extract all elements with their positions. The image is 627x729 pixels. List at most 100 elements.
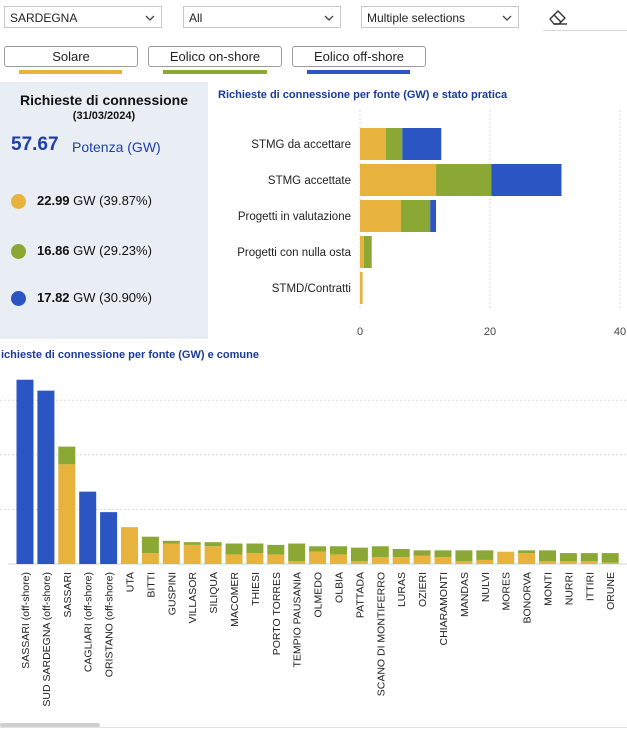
bar-onshore-progetti-con-nulla-osta[interactable]: [363, 236, 372, 268]
x-category-label: CAGLIARI (off-shore): [83, 572, 95, 672]
bar-solare-monti[interactable]: [539, 561, 556, 564]
bar-solare-olmedo[interactable]: [309, 551, 327, 564]
kpi-offshore: 17.82 GW (30.90%): [37, 290, 152, 305]
bar-solare-nulvi[interactable]: [476, 559, 494, 564]
bar-offshore-oristano-off-shore[interactable]: [100, 512, 118, 564]
x-category-label: CHIARAMONTI: [438, 572, 450, 646]
kpi-onshore-rest: GW (29.23%): [73, 243, 152, 258]
bar-offshore-cagliari-off-shore[interactable]: [79, 491, 97, 564]
bar-onshore-olbia[interactable]: [330, 546, 347, 555]
bar-onshore-bitti[interactable]: [141, 536, 159, 554]
bar-offshore-sassari-off-shore[interactable]: [16, 379, 34, 564]
bar-solare-progetti-con-nulla-osta[interactable]: [360, 236, 364, 268]
toggle-onshore-indicator: [163, 70, 267, 74]
chart-comune-title: ichieste di connessione per fonte (GW) e…: [1, 349, 259, 361]
kpi-onshore: 16.86 GW (29.23%): [37, 243, 152, 258]
bar-onshore-stmg-da-accettare[interactable]: [386, 128, 403, 160]
bar-onshore-ozieri[interactable]: [413, 550, 431, 556]
x-category-label: NULVI: [480, 572, 492, 602]
bar-solare-ozieri[interactable]: [413, 555, 431, 564]
bar-solare-mandas[interactable]: [455, 561, 473, 564]
bar-solare-stmd-contratti[interactable]: [360, 272, 363, 304]
bar-onshore-nurri[interactable]: [559, 553, 577, 562]
bar-onshore-mandas[interactable]: [455, 550, 473, 562]
bar-onshore-villasor[interactable]: [183, 542, 201, 545]
bar-onshore-monti[interactable]: [539, 550, 556, 562]
x-category-label: MACOMER: [229, 572, 241, 627]
kpi-onshore-value: 16.86: [37, 243, 70, 258]
x-category-label: MORES: [501, 572, 513, 611]
bar-solare-scano-di-montiferro[interactable]: [371, 557, 389, 564]
toggle-solare-label: Solare: [52, 49, 90, 64]
bar-onshore-tempio-pausania[interactable]: [288, 543, 306, 562]
bar-onshore-macomer[interactable]: [225, 543, 243, 555]
bar-solare-mores[interactable]: [497, 551, 515, 564]
eraser-icon[interactable]: [547, 7, 569, 27]
bar-solare-nurri[interactable]: [559, 561, 577, 564]
bar-solare-chiaramonti[interactable]: [434, 557, 452, 564]
bar-solare-villasor[interactable]: [183, 544, 201, 564]
bar-onshore-siliqua[interactable]: [204, 542, 222, 547]
chart-comune: SASSARI (off-shore) SUD SARDEGNA (off-sho…: [0, 379, 627, 707]
bar-onshore-pattada[interactable]: [350, 547, 368, 562]
bar-solare-guspini[interactable]: [162, 543, 180, 564]
bar-solare-bitti[interactable]: [141, 553, 159, 564]
bar-solare-siliqua[interactable]: [204, 546, 222, 564]
x-category-label: BITTI: [145, 572, 157, 598]
bar-solare-macomer[interactable]: [225, 554, 243, 564]
x-category-label: SUD SARDEGNA (off-shore): [41, 572, 53, 707]
bar-solare-uta[interactable]: [121, 527, 138, 564]
toggle-offshore-button[interactable]: Eolico off-shore: [292, 46, 426, 67]
kpi-date: (31/03/2024): [72, 110, 136, 122]
bar-solare-porto-torres[interactable]: [267, 554, 285, 564]
bar-onshore-progetti-in-valutazione[interactable]: [400, 200, 431, 232]
bar-onshore-guspini[interactable]: [162, 540, 180, 544]
x-category-label: ORISTANO (off-shore): [104, 572, 116, 677]
x-category-label: NURRI: [563, 572, 575, 605]
bar-onshore-scano-di-montiferro[interactable]: [371, 546, 389, 558]
x-category-label: TEMPIO PAUSANIA: [292, 572, 304, 668]
kpi-solare-rest: GW (39.87%): [73, 193, 152, 208]
bar-solare-ittiri[interactable]: [580, 561, 598, 564]
bar-onshore-stmg-accettate[interactable]: [436, 164, 492, 196]
bar-solare-stmg-da-accettare[interactable]: [360, 128, 386, 160]
x-category-label: SCANO DI MONTIFERRO: [375, 572, 387, 696]
bar-solare-orune[interactable]: [601, 562, 619, 564]
kpi-solare: 22.99 GW (39.87%): [37, 193, 152, 208]
bar-solare-tempio-pausania[interactable]: [288, 561, 306, 564]
region-filter-dropdown[interactable]: SARDEGNA: [4, 6, 162, 28]
chart-stato-title: Richieste di connessione per fonte (GW) …: [218, 89, 508, 101]
bar-onshore-orune[interactable]: [601, 553, 619, 563]
bar-onshore-olmedo[interactable]: [309, 546, 327, 552]
bar-solare-bonorva[interactable]: [518, 553, 536, 564]
bar-solare-olbia[interactable]: [330, 554, 347, 564]
second-filter-dropdown[interactable]: All: [183, 6, 341, 28]
toggle-solare-button[interactable]: Solare: [4, 46, 138, 67]
bar-onshore-porto-torres[interactable]: [267, 544, 285, 555]
bar-onshore-ittiri[interactable]: [580, 553, 598, 562]
bar-offshore-sud-sardegna-off-shore[interactable]: [37, 390, 55, 564]
bar-offshore-progetti-in-valutazione[interactable]: [430, 200, 437, 232]
bar-offshore-stmg-da-accettare[interactable]: [402, 128, 442, 160]
third-filter-dropdown[interactable]: Multiple selections: [361, 6, 519, 28]
bar-onshore-luras[interactable]: [392, 548, 410, 558]
bar-onshore-nulvi[interactable]: [476, 550, 494, 560]
bar-solare-sassari[interactable]: [58, 464, 76, 564]
x-category-label: VILLASOR: [187, 572, 199, 624]
y-category-label: Progetti con nulla osta: [237, 247, 351, 259]
bar-solare-stmg-accettate[interactable]: [360, 164, 437, 196]
toggle-onshore-button[interactable]: Eolico on-shore: [148, 46, 282, 67]
legend-dot-offshore: [11, 291, 26, 306]
bar-onshore-sassari[interactable]: [58, 446, 76, 465]
bar-onshore-chiaramonti[interactable]: [434, 550, 452, 558]
kpi-total-unit: Potenza (GW): [72, 139, 161, 155]
bottom-scrollbar[interactable]: [0, 723, 100, 727]
bar-onshore-bonorva[interactable]: [518, 550, 536, 554]
bar-onshore-thiesi[interactable]: [246, 543, 264, 554]
bar-solare-luras[interactable]: [392, 557, 410, 564]
bar-solare-thiesi[interactable]: [246, 553, 264, 564]
x-tick-label: 40: [614, 326, 626, 338]
bar-solare-progetti-in-valutazione[interactable]: [360, 200, 401, 232]
bar-solare-pattada[interactable]: [350, 561, 368, 564]
bar-offshore-stmg-accettate[interactable]: [491, 164, 562, 196]
